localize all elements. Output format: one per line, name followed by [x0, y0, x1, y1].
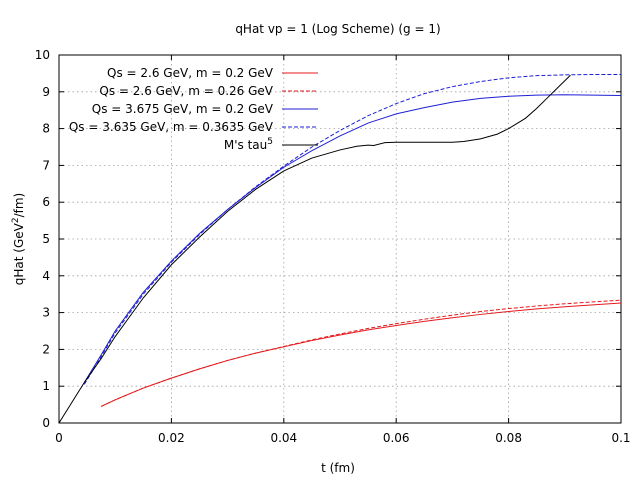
legend-label-3: Qs = 3.635 GeV, m = 0.3635 GeV [69, 120, 274, 134]
legend-label-text: Qs = 2.6 GeV, m = 0.2 GeV [107, 66, 274, 80]
chart-title: qHat vp = 1 (Log Scheme) (g = 1) [235, 22, 440, 36]
y-tick-label: 2 [42, 342, 50, 356]
legend-label-text: Qs = 2.6 GeV, m = 0.26 GeV [99, 84, 273, 98]
axis-ticks: 0 0.02 0.04 0.06 0.08 0.1 0 1 2 3 4 5 6 7 8 9 10 [35, 48, 631, 445]
x-tick-label: 0.1 [611, 431, 630, 445]
series-line-1 [100, 299, 622, 407]
legend-label-superscript: 5 [267, 137, 273, 147]
series-line-2 [83, 94, 622, 383]
y-tick-label: 4 [42, 269, 50, 283]
y-tick-label: 5 [42, 232, 50, 246]
legend-label-2: Qs = 3.675 GeV, m = 0.2 GeV [92, 102, 274, 116]
series-line-4 [58, 74, 571, 424]
x-axis-label: t (fm) [321, 461, 355, 475]
y-axis-label-superscript: 2 [11, 217, 21, 223]
legend-label-text: M's tau [224, 138, 267, 152]
legend-label-4: M's tau5 [224, 137, 273, 152]
legend-label-0: Qs = 2.6 GeV, m = 0.2 GeV [107, 66, 274, 80]
grid [59, 55, 621, 423]
y-tick-label: 9 [42, 85, 50, 99]
legend-label-1: Qs = 2.6 GeV, m = 0.26 GeV [99, 84, 273, 98]
y-tick-label: 7 [42, 158, 50, 172]
x-tick-label: 0.02 [158, 431, 185, 445]
y-tick-label: 8 [42, 122, 50, 136]
x-tick-label: 0.08 [495, 431, 522, 445]
y-tick-label: 0 [42, 416, 50, 430]
y-tick-label: 1 [42, 379, 50, 393]
series-line-3 [83, 74, 621, 385]
y-axis-label-text-end: /fm) [12, 193, 26, 218]
series-layer [58, 74, 622, 424]
x-tick-label: 0 [55, 431, 63, 445]
x-tick-label: 0.06 [383, 431, 410, 445]
y-tick-label: 6 [42, 195, 50, 209]
x-tick-label: 0.04 [270, 431, 297, 445]
legend-label-text: Qs = 3.635 GeV, m = 0.3635 GeV [69, 120, 274, 134]
y-tick-label: 3 [42, 306, 50, 320]
y-tick-label: 10 [35, 48, 50, 62]
series-line-0 [100, 302, 622, 407]
legend-label-text: Qs = 3.675 GeV, m = 0.2 GeV [92, 102, 274, 116]
legend: Qs = 2.6 GeV, m = 0.2 GeV Qs = 2.6 GeV, m… [69, 66, 318, 152]
y-axis-label: qHat (GeV2/fm) [11, 193, 26, 285]
y-axis-label-text: qHat (GeV [12, 222, 26, 285]
